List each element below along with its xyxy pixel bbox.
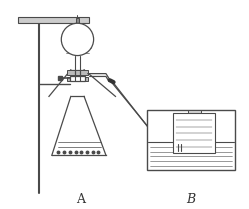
Bar [18, 17, 89, 23]
Bar [67, 77, 88, 81]
Bar [75, 18, 79, 23]
Bar [188, 110, 201, 113]
Bar [174, 113, 215, 153]
Text: A: A [76, 193, 85, 206]
Circle shape [61, 23, 94, 56]
Bar [67, 70, 88, 75]
Bar [147, 110, 235, 169]
Bar [70, 75, 85, 81]
Bar [148, 141, 234, 169]
Text: B: B [186, 193, 195, 206]
